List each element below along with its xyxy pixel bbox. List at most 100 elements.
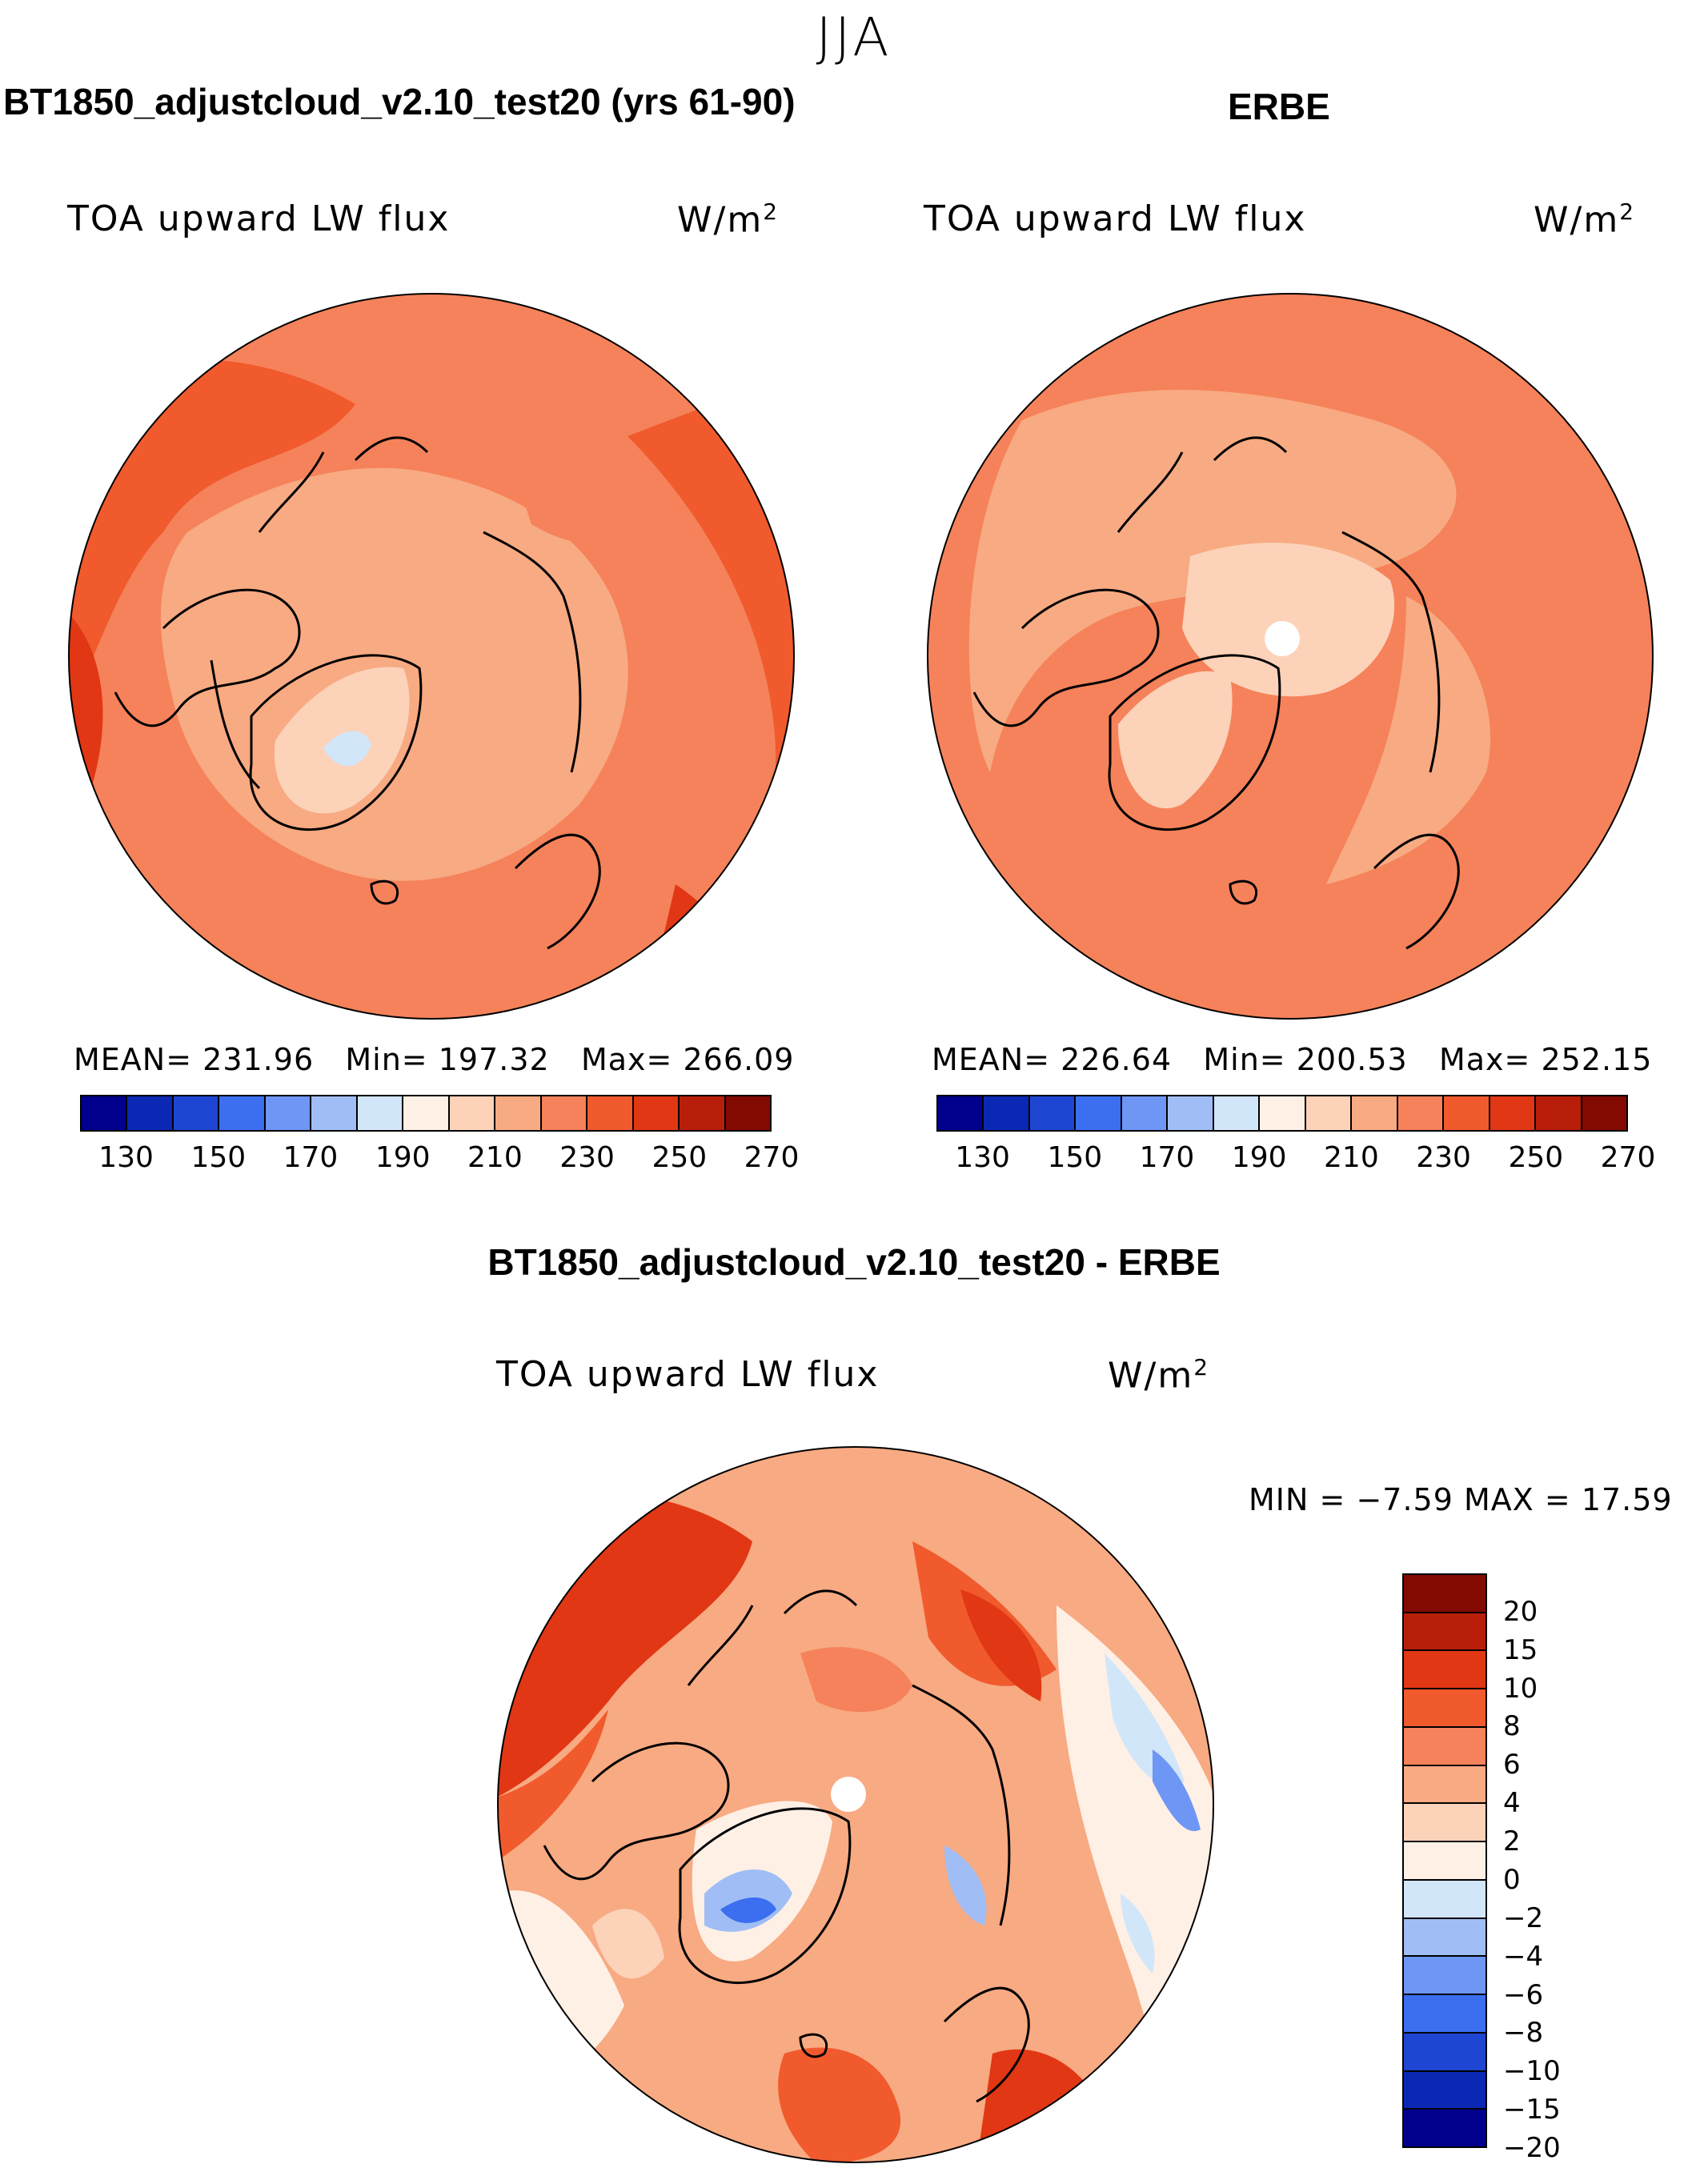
colorbar-tick-label: 170: [1139, 1141, 1195, 1174]
colorbar-tick-label: −20: [1503, 2132, 1561, 2164]
colorbar-swatch: [495, 1096, 542, 1130]
diff-min-value: −7.59: [1356, 1482, 1453, 1517]
colorbar-tick-label: 250: [652, 1141, 708, 1174]
colorbar-swatch: [1582, 1096, 1627, 1130]
colorbar-tick-label: 130: [955, 1141, 1010, 1174]
colorbar-swatch: [938, 1096, 984, 1130]
colorbar-swatch: [1489, 1096, 1537, 1130]
model-polar-map: [68, 293, 795, 1020]
colorbar-tick-label: −2: [1503, 1902, 1544, 1934]
colorbar-swatch: [1536, 1096, 1582, 1130]
colorbar-tick-label: 10: [1503, 1672, 1538, 1705]
diff-stats-line: MIN = −7.59 MAX = 17.59: [1249, 1482, 1673, 1517]
obs-mean-value: 226.64: [1060, 1042, 1173, 1077]
colorbar-swatch: [984, 1096, 1030, 1130]
model-colorbar: [80, 1095, 772, 1132]
diff-variable-label: TOA upward LW flux: [496, 1354, 880, 1395]
colorbar-tick-label: −6: [1503, 1978, 1544, 2011]
obs-stats-line: MEAN= 226.64 Min= 200.53 Max= 252.15: [932, 1042, 1653, 1077]
colorbar-swatch: [1213, 1096, 1261, 1130]
colorbar-tick-label: 15: [1503, 1633, 1538, 1666]
colorbar-swatch: [1404, 2071, 1485, 2110]
colorbar-tick-label: 230: [1416, 1141, 1471, 1174]
colorbar-swatch: [725, 1096, 771, 1130]
colorbar-swatch: [1404, 1842, 1485, 1881]
colorbar-swatch: [1076, 1096, 1122, 1130]
colorbar-tick-label: 270: [744, 1141, 800, 1174]
colorbar-swatch: [449, 1096, 496, 1130]
colorbar-swatch: [1404, 1613, 1485, 1652]
model-min-value: 197.32: [438, 1042, 550, 1077]
colorbar-tick-label: 190: [1231, 1141, 1287, 1174]
colorbar-tick-label: −8: [1503, 2017, 1544, 2050]
colorbar-tick-label: 150: [1047, 1141, 1103, 1174]
colorbar-swatch: [541, 1096, 588, 1130]
obs-max-value: 252.15: [1541, 1042, 1653, 1077]
colorbar-tick-label: −10: [1503, 2055, 1561, 2088]
colorbar-swatch: [357, 1096, 404, 1130]
colorbar-swatch: [127, 1096, 174, 1130]
colorbar-swatch: [1404, 1804, 1485, 1843]
obs-variable-label: TOA upward LW flux: [924, 198, 1307, 239]
colorbar-swatch: [1305, 1096, 1353, 1130]
colorbar-swatch: [1168, 1096, 1214, 1130]
model-stats-line: MEAN= 231.96 Min= 197.32 Max= 266.09: [74, 1042, 795, 1077]
colorbar-tick-label: 190: [375, 1141, 431, 1174]
colorbar-swatch: [1404, 1727, 1485, 1766]
colorbar-swatch: [265, 1096, 312, 1130]
colorbar-swatch: [173, 1096, 220, 1130]
model-units-label: W/m2: [677, 198, 780, 241]
colorbar-tick-label: 2: [1503, 1825, 1521, 1858]
colorbar-tick-label: 6: [1503, 1749, 1521, 1781]
obs-min-value: 200.53: [1296, 1042, 1408, 1077]
diff-polar-map: [497, 1446, 1214, 2163]
colorbar-swatch: [680, 1096, 726, 1130]
colorbar-tick-label: −4: [1503, 1940, 1544, 1973]
obs-panel-title: ERBE: [1228, 86, 1330, 127]
colorbar-tick-label: 270: [1600, 1141, 1656, 1174]
model-mean-value: 231.96: [202, 1042, 315, 1077]
diff-units-label: W/m2: [1108, 1354, 1210, 1397]
colorbar-swatch: [1404, 1689, 1485, 1728]
model-max-value: 266.09: [683, 1042, 795, 1077]
colorbar-swatch: [1404, 2110, 1485, 2147]
colorbar-swatch: [1397, 1096, 1445, 1130]
colorbar-swatch: [311, 1096, 358, 1130]
diff-panel-title: BT1850_adjustcloud_v2.10_test20 - ERBE: [487, 1241, 1221, 1283]
colorbar-swatch: [1404, 1995, 1485, 2034]
colorbar-tick-label: 8: [1503, 1710, 1521, 1743]
colorbar-tick-label: 250: [1508, 1141, 1564, 1174]
colorbar-swatch: [1404, 1918, 1485, 1958]
diff-max-value: 17.59: [1581, 1482, 1673, 1517]
obs-polar-map: [927, 293, 1654, 1020]
colorbar-tick-label: 210: [1324, 1141, 1379, 1174]
obs-colorbar: [936, 1095, 1628, 1132]
obs-units-label: W/m2: [1534, 198, 1636, 241]
obs-colorbar-ticks: 130 150 170 190 210 230 250 270: [936, 1141, 1655, 1176]
colorbar-swatch: [403, 1096, 450, 1130]
diff-colorbar: [1402, 1573, 1487, 2148]
colorbar-swatch: [1404, 1765, 1485, 1805]
colorbar-tick-label: 130: [98, 1141, 154, 1174]
colorbar-swatch: [1404, 1957, 1485, 1996]
colorbar-swatch: [1029, 1096, 1077, 1130]
season-title: JJA: [816, 6, 892, 68]
colorbar-tick-label: 210: [467, 1141, 523, 1174]
diff-colorbar-ticks: 20 15 10 8 6 4 2 0 −2 −4 −6 −8 −10 −15 −20: [1503, 1573, 1615, 2164]
colorbar-swatch: [1260, 1096, 1306, 1130]
colorbar-tick-label: 230: [559, 1141, 615, 1174]
colorbar-swatch: [587, 1096, 634, 1130]
colorbar-swatch: [1404, 1880, 1485, 1919]
colorbar-swatch: [82, 1096, 128, 1130]
colorbar-tick-label: 4: [1503, 1787, 1521, 1820]
colorbar-swatch: [219, 1096, 266, 1130]
colorbar-tick-label: 20: [1503, 1595, 1538, 1628]
colorbar-swatch: [1404, 2033, 1485, 2072]
model-panel-title: BT1850_adjustcloud_v2.10_test20 (yrs 61-…: [3, 81, 796, 122]
model-colorbar-ticks: 130 150 170 190 210 230 250 270: [80, 1141, 799, 1176]
colorbar-swatch: [1404, 1651, 1485, 1690]
colorbar-tick-label: −15: [1503, 2094, 1561, 2126]
colorbar-swatch: [1444, 1096, 1490, 1130]
model-variable-label: TOA upward LW flux: [67, 198, 451, 239]
colorbar-tick-label: 170: [283, 1141, 339, 1174]
